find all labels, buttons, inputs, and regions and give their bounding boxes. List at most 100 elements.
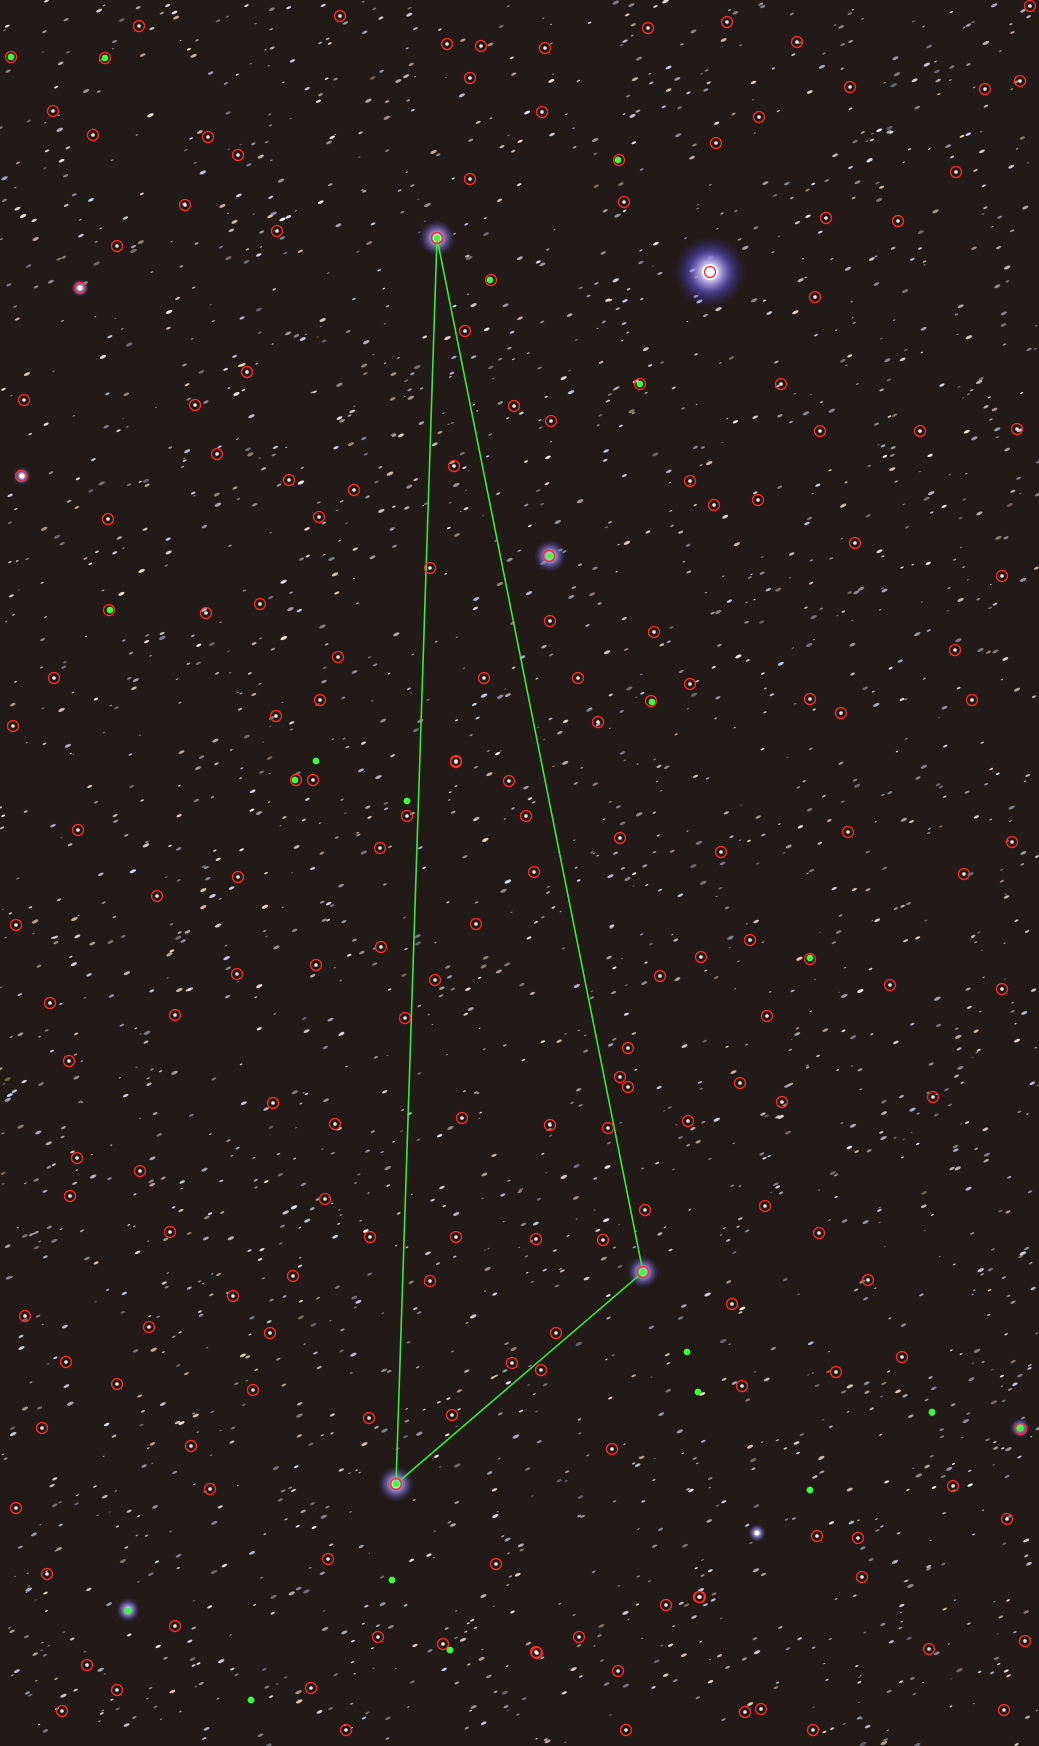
faint-star [775, 1439, 779, 1442]
faint-star [94, 1301, 97, 1303]
detected-star [115, 1382, 119, 1386]
faint-star [279, 236, 286, 240]
faint-star [579, 1675, 583, 1678]
faint-star [912, 1467, 915, 1469]
faint-star [187, 987, 194, 992]
faint-star [139, 53, 146, 57]
faint-star [491, 1153, 497, 1158]
detected-star [45, 1572, 49, 1576]
faint-star [372, 353, 375, 356]
faint-star [127, 676, 132, 680]
faint-star [201, 525, 208, 529]
faint-star [486, 749, 491, 753]
faint-star [949, 65, 955, 69]
faint-star [17, 1124, 24, 1129]
faint-star [114, 706, 119, 710]
faint-star [362, 340, 370, 345]
faint-star [454, 1463, 461, 1468]
detection-circle-marker [613, 831, 627, 845]
faint-star [44, 0, 49, 3]
detection-circle-marker [543, 1118, 557, 1132]
faint-star [259, 1247, 265, 1252]
faint-star [436, 1401, 441, 1404]
faint-star [473, 597, 480, 601]
faint-star [952, 1263, 956, 1266]
faint-star [1024, 1247, 1030, 1250]
faint-star [350, 1660, 355, 1664]
faint-star [846, 1487, 853, 1492]
faint-star [506, 1552, 510, 1555]
detected-star [67, 1059, 71, 1063]
detected-star [811, 1728, 815, 1732]
detected-star [512, 404, 516, 408]
faint-star [1017, 1110, 1022, 1114]
faint-star [993, 1441, 997, 1444]
detection-circle-marker [9, 1501, 23, 1515]
faint-star [16, 877, 20, 880]
faint-star [960, 1081, 964, 1084]
faint-star [593, 1645, 596, 1647]
faint-star [730, 1184, 735, 1188]
faint-star [33, 1178, 40, 1182]
faint-star [116, 429, 121, 433]
faint-star [1002, 1542, 1007, 1545]
faint-star [300, 1509, 306, 1514]
faint-star [110, 159, 114, 162]
faint-star [889, 467, 896, 471]
faint-star [564, 1741, 567, 1744]
faint-star [427, 1013, 430, 1016]
faint-star [56, 257, 62, 261]
faint-star [907, 1583, 914, 1589]
matched-star-dot [1016, 1424, 1024, 1432]
faint-star [406, 1341, 411, 1344]
faint-star [565, 113, 568, 116]
faint-star [353, 405, 356, 408]
faint-star [761, 833, 766, 837]
faint-star [168, 446, 173, 449]
faint-star [568, 369, 572, 372]
faint-star [483, 232, 489, 236]
faint-star [647, 364, 653, 367]
faint-star [112, 551, 118, 555]
detected-star [173, 1624, 177, 1628]
faint-star [791, 1517, 796, 1520]
faint-star [609, 924, 615, 928]
faint-star [431, 1023, 434, 1026]
faint-star [439, 1466, 442, 1468]
faint-star [103, 1673, 107, 1675]
faint-star [285, 446, 288, 448]
faint-star [209, 1293, 214, 1297]
faint-star [963, 429, 970, 434]
faint-star [990, 3, 998, 8]
faint-star [353, 1306, 358, 1309]
faint-star [460, 38, 466, 42]
faint-star [673, 938, 679, 942]
faint-star [862, 1220, 869, 1225]
faint-star [367, 656, 371, 659]
faint-star [927, 491, 935, 496]
faint-star [24, 1182, 27, 1185]
faint-star [339, 418, 346, 423]
faint-star [931, 1486, 937, 1489]
faint-star [93, 697, 99, 701]
detected-star [51, 109, 55, 113]
faint-star [470, 355, 477, 359]
faint-star [998, 1615, 1004, 1619]
faint-star [85, 635, 88, 637]
faint-star [529, 991, 535, 995]
faint-star [828, 1638, 832, 1641]
faint-star [823, 1662, 826, 1665]
faint-star [225, 111, 231, 115]
faint-star [838, 991, 841, 993]
faint-star [997, 1663, 1001, 1666]
faint-star [648, 1325, 655, 1330]
faint-star [583, 1049, 589, 1053]
faint-star [270, 647, 276, 651]
faint-star [452, 304, 457, 308]
faint-star [164, 1285, 169, 1289]
detected-star [168, 1230, 172, 1234]
faint-star [753, 1650, 761, 1655]
faint-star [626, 331, 630, 334]
faint-star [297, 1264, 303, 1268]
faint-star [259, 230, 265, 234]
